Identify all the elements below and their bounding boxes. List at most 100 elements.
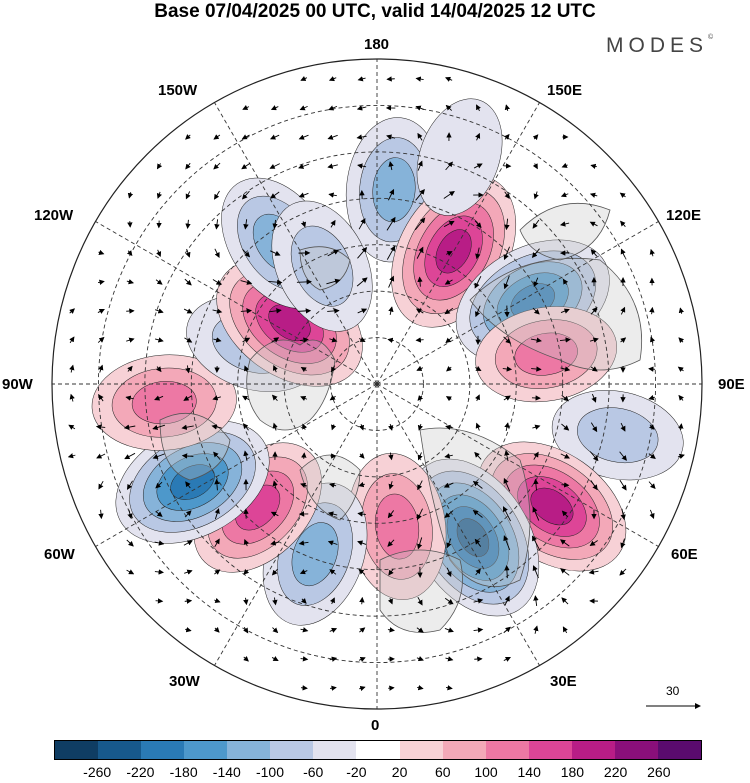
wind-arrow	[269, 308, 282, 314]
wind-arrow	[154, 540, 165, 546]
wind-arrow	[329, 569, 337, 575]
wind-arrow	[270, 191, 280, 199]
wind-arrow	[444, 453, 453, 459]
wind-arrow	[327, 511, 338, 517]
wind-arrow	[562, 278, 569, 285]
wind-arrow	[648, 424, 655, 430]
wind-arrow	[504, 450, 510, 462]
meridian	[214, 383, 378, 666]
wind-arrow	[98, 480, 104, 490]
wind-arrow	[243, 539, 249, 547]
wind-arrow	[126, 337, 135, 343]
wind-arrow	[417, 685, 424, 691]
wind-arrow	[417, 537, 423, 550]
wind-arrow	[475, 132, 481, 141]
wind-arrow	[417, 480, 423, 491]
wind-arrow	[123, 424, 136, 430]
wind-arrow	[590, 480, 598, 491]
wind-arrow	[214, 538, 220, 548]
colorbar-tick-label: -180	[169, 764, 198, 780]
colorbar-tick-label: 20	[391, 764, 408, 780]
label-0: 0	[371, 717, 380, 734]
wind-arrow	[443, 220, 455, 228]
wind-arrow	[331, 424, 337, 431]
wind-arrow	[270, 511, 279, 517]
wind-arrow	[214, 190, 220, 200]
wind-arrow	[214, 248, 220, 259]
wind-arrow	[445, 76, 453, 82]
wind-arrow	[561, 482, 570, 488]
wind-arrow	[300, 627, 309, 633]
wind-arrow	[649, 306, 655, 315]
meridian	[95, 221, 378, 385]
wind-arrow	[561, 423, 570, 431]
wind-arrow	[327, 308, 340, 314]
wind-arrow	[302, 423, 308, 430]
wind-arrow	[590, 422, 598, 433]
wind-arrow	[589, 221, 598, 227]
wind-arrow	[271, 568, 278, 576]
colorbar-tick-label: 180	[560, 764, 585, 780]
wind-arrow	[561, 162, 568, 168]
anomaly-contour	[577, 407, 659, 463]
wind-arrow	[240, 308, 253, 314]
wind-arrow	[416, 627, 424, 633]
wind-arrow	[533, 277, 539, 288]
wind-arrow	[358, 337, 366, 342]
wind-arrow	[124, 452, 136, 460]
wind-arrow	[589, 540, 598, 547]
wind-arrow	[185, 365, 191, 374]
wind-arrow	[183, 540, 193, 546]
wind-arrow	[154, 395, 164, 401]
vector-reference: 30	[640, 684, 710, 714]
wind-arrow	[156, 163, 163, 170]
wind-arrow	[388, 275, 395, 288]
wind-arrow	[156, 191, 162, 199]
wind-arrow	[620, 508, 626, 521]
wind-arrow	[356, 277, 368, 287]
wind-arrow	[127, 509, 133, 520]
colorbar-tick-label: -260	[83, 764, 112, 780]
wind-arrow	[242, 423, 249, 431]
wind-arrow	[532, 424, 541, 430]
colorbar-segment	[657, 741, 701, 759]
wind-arrow	[329, 482, 337, 488]
wind-arrow	[300, 482, 308, 488]
colorbar-tick-label: -220	[126, 764, 155, 780]
wind-arrow	[503, 395, 511, 401]
wind-arrow	[95, 424, 106, 430]
wind-arrow	[97, 336, 105, 343]
wind-arrow	[530, 337, 542, 343]
wind-arrow	[559, 337, 571, 343]
latitude-circle	[97, 104, 657, 664]
wind-arrow	[359, 627, 366, 633]
wind-arrow	[415, 105, 424, 111]
wind-arrow	[185, 191, 191, 200]
colorbar-tick-label: -60	[303, 764, 324, 780]
wind-arrow	[69, 336, 75, 344]
wind-arrow	[357, 76, 366, 82]
wind-arrow	[415, 337, 424, 343]
wind-arrow	[503, 506, 511, 522]
wind-arrow	[213, 162, 221, 170]
wind-arrow	[329, 685, 337, 691]
wind-arrow	[358, 569, 366, 575]
wind-arrow	[533, 191, 539, 200]
wind-arrow	[416, 656, 424, 662]
wind-arrow	[678, 394, 684, 401]
wind-arrow	[241, 134, 250, 140]
wind-arrow	[387, 188, 395, 201]
wind-arrow	[272, 480, 278, 489]
wind-arrow	[561, 510, 568, 518]
wind-arrow	[532, 307, 540, 315]
colorbar-tick-label: 140	[517, 764, 541, 780]
label-150e: 150E	[547, 82, 583, 99]
wind-arrow	[270, 540, 280, 546]
wind-arrow	[214, 597, 221, 603]
wind-arrow	[126, 250, 133, 257]
wind-arrow	[446, 365, 452, 372]
wind-arrow	[357, 511, 366, 517]
wind-arrow	[560, 192, 569, 198]
wind-arrow	[503, 275, 510, 290]
wind-arrow	[69, 393, 75, 402]
